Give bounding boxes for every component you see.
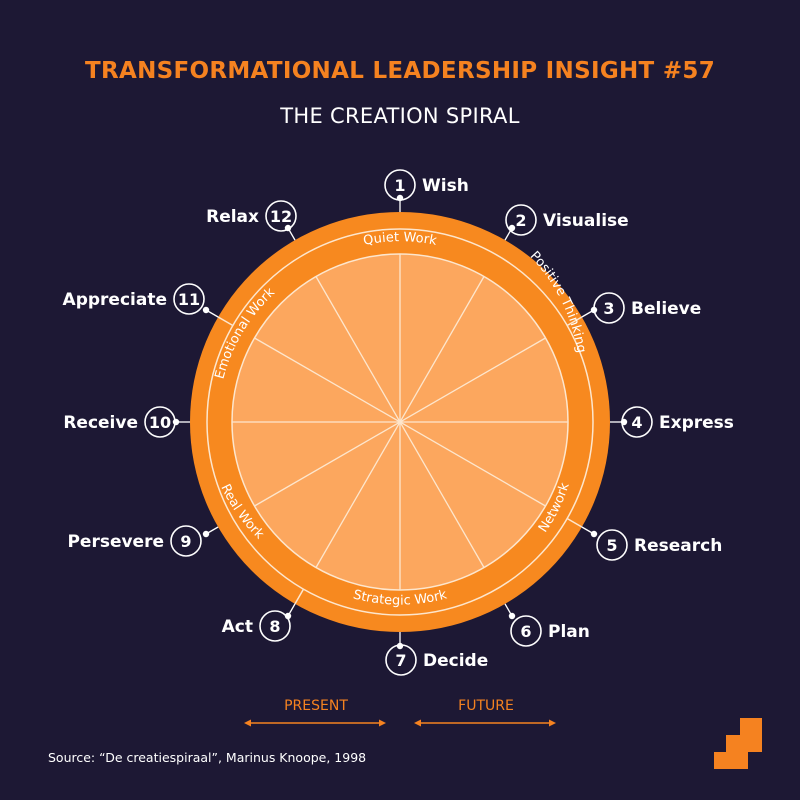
step-3: 3 Believe [593, 292, 701, 324]
step-label: Appreciate [63, 290, 167, 310]
step-number-circle [170, 525, 202, 557]
timeline-present-arrow [244, 719, 386, 727]
connector-dot [172, 418, 180, 426]
step-number: 3 [603, 299, 614, 318]
page-title: TRANSFORMATIONAL LEADERSHIP INSIGHT #57 [84, 58, 716, 84]
step-label: Believe [631, 299, 701, 319]
segment-strategic-work: Strategic Work [352, 587, 449, 608]
step-number: 11 [178, 290, 200, 309]
ring-divider [294, 588, 305, 605]
connector-dot [202, 306, 210, 314]
spokes [232, 254, 568, 590]
brand-logo [714, 718, 762, 769]
step-number: 2 [515, 211, 526, 230]
step-label: Wish [422, 176, 469, 196]
step-number-circle [596, 529, 628, 561]
step-8: 8 Act [222, 610, 291, 642]
step-number-circle [259, 610, 291, 642]
connector-dot [590, 530, 598, 538]
step-label: Persevere [67, 532, 164, 552]
ring-divider [566, 316, 583, 327]
spoke-line [315, 276, 485, 568]
step-label: Plan [548, 622, 590, 642]
step-label: Receive [63, 413, 138, 433]
step-1: 1 Wish [384, 169, 469, 201]
step-7: 7 Decide [385, 644, 488, 676]
step-label: Relax [206, 207, 259, 227]
page-subtitle: THE CREATION SPIRAL [280, 104, 520, 128]
step-number-circle [384, 169, 416, 201]
step-4: 4 Express [621, 406, 734, 438]
steps: 1 Wish 2 Visualise 3 Believe 4 Express 5 Research… [63, 169, 734, 676]
step-label: Decide [423, 651, 488, 671]
step-11: 11 Appreciate [63, 283, 205, 315]
step-number-circle [510, 615, 542, 647]
step-number-circle [593, 292, 625, 324]
step-6: 6 Plan [510, 615, 590, 647]
step-number: 6 [520, 622, 531, 641]
step-number: 9 [180, 532, 191, 551]
ring-inner-border [206, 228, 594, 616]
segment-quiet-work: Quiet Work [362, 230, 438, 249]
step-12: 12 Relax [206, 200, 297, 232]
step-10: 10 Receive [63, 406, 176, 438]
step-number-circle [385, 644, 417, 676]
step-2: 2 Visualise [505, 204, 629, 236]
step-number-circle [505, 204, 537, 236]
ring-divider [217, 316, 234, 327]
step-number: 7 [395, 651, 406, 670]
timeline-present-label: PRESENT [284, 698, 348, 714]
timeline-future-label: FUTURE [458, 698, 514, 714]
source-citation: Source: “De creatiespiraal”, Marinus Kno… [48, 750, 367, 765]
connector-dot [284, 612, 292, 620]
step-number: 4 [631, 413, 642, 432]
step-label: Act [222, 617, 253, 637]
timeline-future-arrow [414, 719, 556, 727]
ring-divider [566, 517, 583, 528]
step-number-circle [173, 283, 205, 315]
step-number: 1 [394, 176, 405, 195]
step-number-circle [265, 200, 297, 232]
step-number: 10 [149, 413, 171, 432]
step-number: 5 [606, 536, 617, 555]
step-9: 9 Persevere [67, 525, 202, 557]
step-number-circle [144, 406, 176, 438]
connector-dot [202, 530, 210, 538]
step-number: 12 [270, 207, 292, 226]
step-5: 5 Research [596, 529, 722, 561]
step-label: Express [659, 413, 734, 433]
step-number: 8 [269, 617, 280, 636]
connector-dot [508, 612, 516, 620]
step-label: Visualise [543, 211, 629, 231]
ring-dividers [217, 316, 583, 605]
step-label: Research [634, 536, 722, 556]
step-number-circle [621, 406, 653, 438]
